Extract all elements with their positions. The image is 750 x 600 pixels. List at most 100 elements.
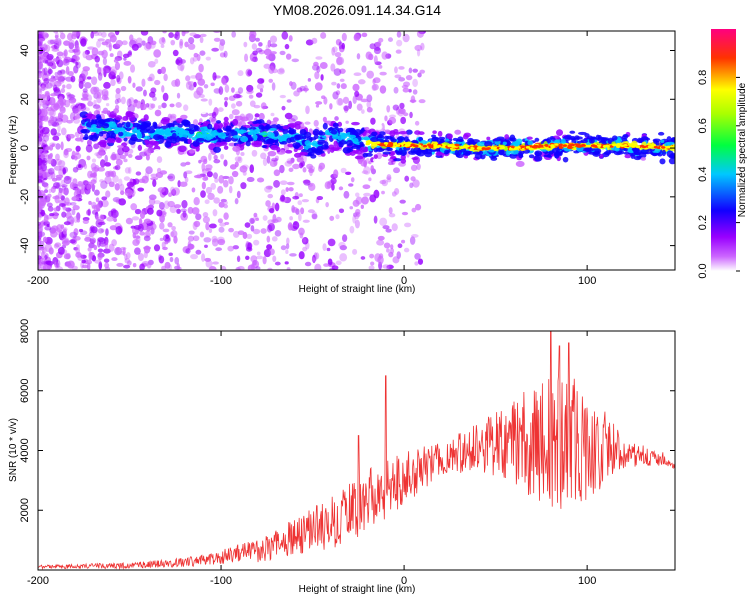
spectral-noise-blob	[110, 78, 116, 87]
spectral-ridge-blob	[189, 129, 195, 135]
spectral-ridge-blob	[116, 145, 124, 149]
spectral-noise-blob	[124, 188, 133, 197]
spectral-noise-blob	[416, 163, 421, 171]
spectral-ridge-blob	[581, 147, 591, 152]
spectral-noise-blob	[256, 251, 261, 256]
spectral-peak-blob	[639, 144, 645, 148]
spectral-ridge-blob	[179, 136, 187, 141]
spectral-noise-blob	[338, 41, 343, 50]
spectral-noise-blob	[311, 37, 318, 44]
spectral-noise-blob	[116, 74, 121, 83]
spectral-noise-blob	[147, 60, 156, 68]
spectral-noise-blob	[212, 209, 218, 217]
spectral-noise-blob	[384, 115, 388, 122]
spectral-noise-blob	[44, 90, 50, 97]
spectral-peak-blob	[476, 146, 482, 150]
spectral-noise-blob	[213, 159, 221, 164]
spectral-noise-blob	[330, 63, 336, 72]
spectral-noise-blob	[376, 239, 385, 246]
spectral-noise-blob	[395, 49, 402, 54]
spectral-noise-blob	[43, 184, 49, 190]
spectral-noise-blob	[91, 255, 97, 262]
spectral-noise-blob	[274, 202, 280, 212]
spectral-noise-blob	[221, 78, 227, 84]
spectral-noise-blob	[255, 266, 261, 270]
spectral-noise-blob	[342, 96, 350, 104]
spectral-noise-blob	[63, 56, 72, 63]
colorbar-label: Normalized spectral amplitude	[737, 82, 748, 217]
spectral-ridge-blob	[453, 141, 462, 145]
spectral-ridge-blob	[359, 146, 366, 153]
spectral-noise-blob	[195, 249, 202, 255]
spectral-noise-blob	[38, 154, 41, 158]
spectral-ridge-blob	[294, 121, 302, 126]
spectral-ridge-blob	[137, 132, 143, 139]
spectral-noise-blob	[128, 97, 135, 106]
spectral-noise-blob	[68, 39, 75, 48]
colorbar-tick-label: 0.6	[697, 118, 709, 133]
spectral-noise-blob	[165, 234, 170, 239]
spectral-noise-blob	[386, 105, 391, 113]
spectral-noise-blob	[268, 207, 275, 214]
spectral-noise-blob	[130, 203, 138, 211]
spectral-ridge-blob	[371, 131, 378, 137]
spectral-ridge-blob	[317, 139, 326, 144]
spectral-ridge-blob	[398, 147, 403, 155]
spectral-noise-blob	[173, 204, 182, 209]
spectral-noise-blob	[47, 62, 54, 67]
spectral-noise-blob	[104, 162, 112, 167]
spectral-noise-blob	[127, 104, 135, 113]
spectral-noise-blob	[157, 105, 162, 110]
spectral-noise-blob	[175, 56, 183, 66]
spectral-noise-blob	[302, 237, 307, 243]
spectral-noise-blob	[139, 210, 146, 220]
spectral-noise-blob	[355, 192, 360, 198]
spectral-noise-blob	[123, 176, 131, 181]
spectral-noise-blob	[309, 167, 313, 177]
spectral-noise-blob	[333, 169, 339, 178]
spectral-ridge-blob	[462, 134, 469, 140]
spectral-ridge-blob	[308, 151, 315, 156]
spectral-ridge-blob	[352, 137, 359, 145]
spectral-peak-blob	[405, 143, 410, 147]
spectral-noise-blob	[337, 98, 343, 106]
spectral-noise-blob	[345, 120, 349, 124]
spectral-ridge-blob	[281, 140, 288, 145]
spectral-noise-blob	[338, 241, 346, 248]
spectral-ridge-blob	[370, 136, 379, 142]
spectral-noise-blob	[73, 228, 79, 236]
spectral-noise-blob	[291, 58, 300, 63]
spectral-ridge-blob	[658, 131, 665, 136]
spectral-noise-blob	[132, 238, 140, 246]
spectral-noise-blob	[339, 68, 346, 74]
spectral-ridge-blob	[214, 122, 224, 129]
spectral-noise-blob	[193, 196, 200, 206]
spectral-noise-blob	[61, 75, 67, 81]
spectral-ridge-blob	[101, 110, 110, 114]
spectral-noise-blob	[169, 231, 175, 238]
spectral-noise-blob	[190, 75, 198, 79]
spectral-ridge-blob	[364, 126, 370, 131]
spectral-noise-blob	[366, 70, 375, 79]
spectral-ridge-blob	[267, 150, 277, 157]
spectral-noise-blob	[406, 149, 410, 158]
spectral-noise-blob	[302, 246, 308, 252]
spectral-noise-blob	[224, 96, 229, 101]
spectral-noise-blob	[176, 208, 181, 214]
spectral-ridge-blob	[359, 129, 364, 134]
spectral-noise-blob	[143, 42, 152, 51]
spectral-noise-blob	[211, 117, 217, 125]
spectral-noise-blob	[147, 76, 153, 82]
spectral-noise-blob	[53, 102, 60, 108]
spectral-noise-blob	[286, 160, 294, 164]
colorbar-tick-label: 0.2	[697, 215, 709, 230]
spectral-noise-blob	[274, 261, 281, 266]
spectral-noise-blob	[73, 118, 81, 124]
spectral-ridge-blob	[640, 136, 649, 141]
spectral-noise-blob	[176, 92, 181, 99]
spectral-noise-blob	[95, 104, 101, 113]
spectral-noise-blob	[279, 164, 285, 174]
spectral-noise-blob	[390, 244, 394, 250]
spectral-ridge-blob	[85, 113, 94, 117]
spectral-ridge-blob	[223, 120, 230, 126]
